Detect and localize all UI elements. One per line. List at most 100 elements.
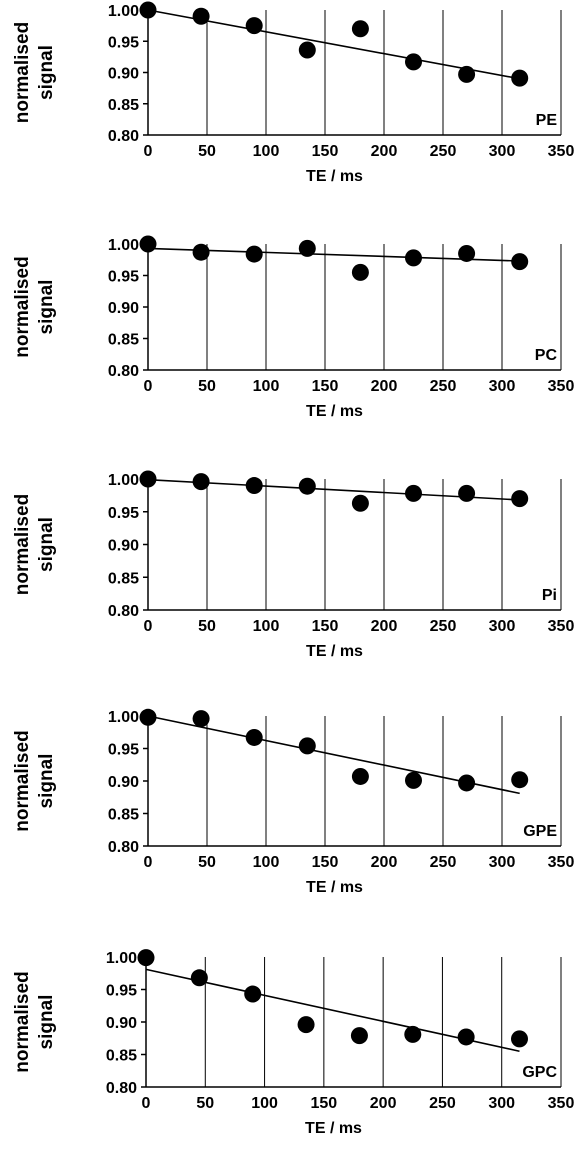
x-tick-label: 150: [312, 618, 339, 635]
x-tick-label: 50: [198, 143, 216, 160]
y-axis-label: signal: [36, 754, 57, 809]
x-tick-label: 100: [251, 1095, 278, 1112]
data-point: [458, 65, 476, 83]
y-tick-label: 0.80: [108, 839, 139, 856]
data-point: [244, 985, 262, 1003]
data-point: [298, 477, 316, 495]
data-point: [511, 69, 529, 87]
y-tick-label: 1.00: [108, 709, 139, 726]
fit-line: [147, 715, 520, 795]
y-tick-label: 0.95: [108, 34, 139, 51]
panel-pi: 0 50 100 150 200 250 300 350 0.80 0.85 0.90 0.95 1.0…: [12, 470, 574, 660]
data-point: [458, 484, 476, 502]
fit-line: [147, 9, 520, 80]
data-point: [190, 969, 208, 987]
x-tick-label: 100: [253, 618, 280, 635]
panel-gpe: 0 50 100 150 200 250 300 350 0.80 0.85 0.90 0.95 1.0…: [12, 708, 575, 896]
data-point: [405, 771, 422, 789]
y-axis-label: signal: [36, 995, 57, 1050]
x-tick-label: 200: [371, 143, 398, 160]
y-tick-label: 1.00: [106, 950, 137, 967]
x-tick-label: 50: [196, 1095, 214, 1112]
x-tick-label: 0: [144, 143, 153, 160]
x-tick-label: 0: [144, 854, 153, 871]
x-tick-label: 350: [548, 143, 575, 160]
x-tick-label: 200: [371, 378, 398, 395]
data-point: [192, 243, 210, 261]
y-tick-label: 1.00: [108, 237, 139, 254]
x-tick-label: 300: [489, 143, 516, 160]
data-point: [137, 949, 155, 967]
x-tick-label: 0: [144, 618, 153, 635]
x-tick-label: 250: [430, 618, 457, 635]
data-point: [511, 253, 529, 271]
x-tick-label: 300: [489, 854, 516, 871]
data-point: [192, 7, 210, 25]
x-axis-label: TE / ms: [306, 403, 363, 420]
y-tick-label: 0.80: [106, 1080, 137, 1097]
x-tick-label: 200: [371, 854, 398, 871]
data-point: [458, 244, 476, 262]
y-tick-label: 0.90: [108, 774, 139, 791]
data-point: [245, 477, 263, 495]
data-point: [405, 53, 422, 71]
x-tick-label: 250: [430, 143, 457, 160]
x-tick-label: 250: [430, 854, 457, 871]
x-tick-label: 150: [312, 143, 339, 160]
data-point: [511, 490, 529, 508]
panel-gpc: 0 50 100 150 200 250 300 350 0.80 0.85 0.90 0.95 1.0…: [12, 949, 574, 1137]
data-point: [511, 1030, 528, 1048]
y-axis-label: normalised: [12, 256, 33, 357]
data-point: [245, 245, 263, 263]
panel-pc: 0 50 100 150 200 250 300 350 0.80 0.85 0.90 0.95 1.0…: [12, 235, 575, 420]
x-tick-label: 150: [312, 854, 339, 871]
y-tick-label: 0.80: [108, 363, 139, 380]
x-tick-label: 100: [253, 378, 280, 395]
y-tick-label: 1.00: [108, 3, 139, 20]
panel-pe: 0 50 100 150 200 250 300 350 0.80 0.85 0.90 0.95 1.0…: [12, 1, 575, 185]
x-tick-label: 50: [198, 378, 216, 395]
data-point: [139, 1, 157, 19]
y-axis-label: signal: [36, 45, 57, 100]
data-point: [298, 41, 316, 59]
y-axis-label: normalised: [12, 494, 33, 595]
panel-label: GPE: [523, 823, 557, 840]
y-axis-label: normalised: [12, 971, 33, 1072]
x-tick-label: 200: [371, 618, 398, 635]
x-tick-label: 0: [144, 378, 153, 395]
data-point: [511, 771, 529, 789]
data-point: [351, 20, 369, 38]
x-axis-label: TE / ms: [306, 168, 363, 185]
y-tick-label: 0.80: [108, 128, 139, 145]
y-tick-label: 0.80: [108, 603, 139, 620]
y-tick-label: 0.85: [108, 332, 139, 349]
data-point: [139, 708, 157, 726]
y-tick-label: 0.95: [108, 269, 139, 286]
x-axis-label: TE / ms: [306, 643, 363, 660]
data-point: [350, 1027, 368, 1045]
x-tick-label: 350: [548, 1095, 575, 1112]
x-tick-label: 350: [548, 378, 575, 395]
x-tick-label: 150: [311, 1095, 338, 1112]
x-axis-label: TE / ms: [305, 1120, 362, 1137]
data-point: [457, 1028, 475, 1046]
panel-label: Pi: [542, 587, 557, 604]
y-tick-label: 0.90: [106, 1015, 137, 1032]
data-point: [351, 494, 369, 512]
y-axis-label: normalised: [12, 22, 33, 123]
data-point: [351, 263, 369, 281]
data-point: [458, 774, 476, 792]
x-tick-label: 0: [142, 1095, 151, 1112]
data-point: [139, 470, 157, 488]
y-tick-label: 0.90: [108, 538, 139, 555]
y-tick-label: 0.95: [106, 983, 137, 1000]
y-axis-label: signal: [36, 280, 57, 335]
data-point: [192, 473, 210, 491]
y-tick-label: 0.95: [108, 505, 139, 522]
y-tick-label: 0.85: [108, 97, 139, 114]
data-point: [245, 17, 263, 35]
x-tick-label: 350: [548, 854, 575, 871]
data-point: [404, 1025, 422, 1043]
x-tick-label: 100: [253, 143, 280, 160]
